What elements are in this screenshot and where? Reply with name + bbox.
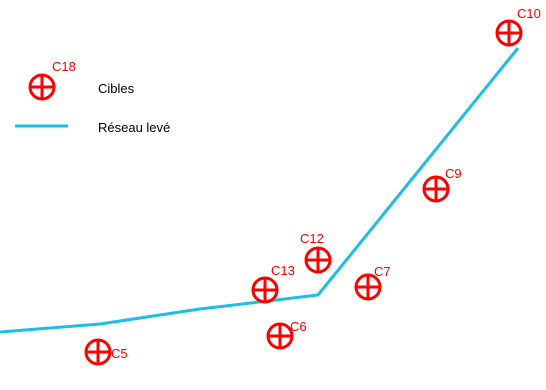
target-c9: C9: [422, 166, 462, 203]
legend-target-id: C18: [52, 59, 76, 74]
target-label: C12: [300, 231, 324, 246]
crosshair-target-icon: [251, 276, 279, 304]
legend: C18 Cibles Réseau levé: [15, 59, 170, 135]
target-c6: C6: [266, 319, 307, 350]
target-c5: C5: [84, 338, 128, 366]
target-label: C9: [445, 166, 462, 181]
legend-target-symbol: [28, 73, 56, 101]
target-label: C10: [517, 6, 541, 21]
crosshair-target-icon: [266, 322, 294, 350]
target-c7: C7: [354, 264, 391, 301]
crosshair-target-icon: [304, 246, 332, 274]
target-label: C13: [271, 263, 295, 278]
target-label: C6: [290, 319, 307, 334]
surveyed-network-line: [0, 47, 520, 334]
target-label: C7: [374, 264, 391, 279]
crosshair-target-icon: [354, 273, 382, 301]
legend-network-label: Réseau levé: [98, 120, 170, 135]
target-c10: C10: [495, 6, 541, 47]
target-c12: C12: [300, 231, 332, 274]
target-c13: C13: [251, 263, 295, 304]
crosshair-target-icon: [495, 19, 523, 47]
crosshair-target-icon: [422, 175, 450, 203]
crosshair-target-icon: [84, 338, 112, 366]
legend-targets-label: Cibles: [98, 81, 135, 96]
target-label: C5: [111, 346, 128, 361]
